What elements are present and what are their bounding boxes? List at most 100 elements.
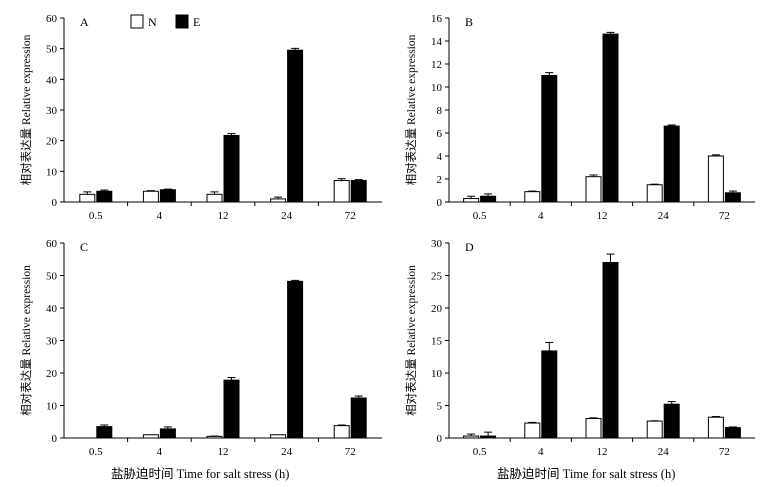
legend-swatch-n xyxy=(130,14,144,29)
bar-e xyxy=(96,426,113,439)
x-tick-label: 4 xyxy=(538,210,544,222)
y-axis-title: 相对表达量 Relative expression xyxy=(404,34,418,185)
bar-n xyxy=(646,184,663,203)
y-tick-label: 4 xyxy=(437,151,443,163)
bar-e xyxy=(480,195,497,203)
bar-e xyxy=(96,190,113,203)
x-tick-label: 0.5 xyxy=(89,210,103,222)
bar-e xyxy=(350,397,367,439)
bar-e xyxy=(541,75,558,203)
y-tick-label: 8 xyxy=(437,105,443,117)
bar-e xyxy=(350,180,367,203)
x-tick-label: 12 xyxy=(597,446,608,458)
x-tick-label: 12 xyxy=(218,210,229,222)
y-tick-label: 30 xyxy=(46,105,58,117)
y-axis-title: 相对表达量 Relative expression xyxy=(19,265,33,416)
y-tick-label: 15 xyxy=(431,336,443,348)
bar-e xyxy=(480,435,497,439)
x-tick-label: 72 xyxy=(719,446,730,458)
bar-n xyxy=(270,434,287,439)
legend-label-e: E xyxy=(193,15,200,29)
y-tick-label: 50 xyxy=(46,271,58,283)
x-tick-label: 12 xyxy=(218,446,229,458)
legend-swatch-e xyxy=(175,14,189,29)
bar-n xyxy=(206,193,223,203)
y-tick-label: 20 xyxy=(431,303,443,315)
y-tick-label: 10 xyxy=(46,401,58,413)
y-tick-label: 12 xyxy=(431,59,442,71)
bar-n xyxy=(79,193,96,203)
y-tick-label: 20 xyxy=(46,368,58,380)
x-tick-label: 0.5 xyxy=(89,446,103,458)
bar-e xyxy=(287,49,304,203)
bar-e xyxy=(724,427,741,439)
x-tick-label: 24 xyxy=(281,446,293,458)
x-tick-label: 4 xyxy=(538,446,544,458)
x-tick-label: 72 xyxy=(345,210,356,222)
bar-n xyxy=(463,198,480,203)
y-tick-label: 2 xyxy=(437,174,443,186)
y-tick-label: 0 xyxy=(437,197,443,209)
bar-n xyxy=(707,416,724,439)
bar-e xyxy=(159,428,176,439)
bar-e xyxy=(602,33,619,203)
bar-e xyxy=(159,189,176,203)
x-tick-label: 4 xyxy=(157,446,163,458)
x-tick-label: 24 xyxy=(658,446,670,458)
y-tick-label: 16 xyxy=(431,13,443,25)
y-tick-label: 40 xyxy=(46,303,58,315)
legend-label-n: N xyxy=(148,15,157,29)
bar-e xyxy=(287,280,304,439)
bar-e xyxy=(602,262,619,439)
bar-n xyxy=(585,176,602,203)
bar-n xyxy=(142,190,159,203)
y-axis-title: 相对表达量 Relative expression xyxy=(19,34,33,185)
panel-letter: A xyxy=(80,15,89,29)
bar-n xyxy=(707,155,724,203)
panel-letter: D xyxy=(465,240,474,254)
y-tick-label: 0 xyxy=(52,197,58,209)
bar-e xyxy=(724,192,741,203)
bar-n xyxy=(333,180,350,203)
bar-n xyxy=(463,435,480,439)
panel-letter: C xyxy=(80,240,88,254)
y-tick-label: 60 xyxy=(46,13,58,25)
x-axis-title: 盐胁迫时间 Time for salt stress (h) xyxy=(111,466,289,481)
x-tick-label: 4 xyxy=(157,210,163,222)
bar-n xyxy=(333,425,350,439)
panel-letter: B xyxy=(465,15,473,29)
bar-n xyxy=(270,198,287,203)
y-tick-label: 6 xyxy=(437,128,443,140)
bar-n xyxy=(524,191,541,203)
y-tick-label: 10 xyxy=(431,368,443,380)
y-tick-label: 10 xyxy=(431,82,443,94)
y-tick-label: 0 xyxy=(437,433,443,445)
chart-panel-c: 0 10 20 30 40 50 60 0.5 4 12 24 72 C 相对表达量 Relative e… xyxy=(19,238,382,458)
bar-e xyxy=(663,403,680,439)
y-tick-label: 20 xyxy=(46,136,58,148)
x-tick-label: 72 xyxy=(345,446,356,458)
x-tick-label: 0.5 xyxy=(473,446,487,458)
x-axis-title: 盐胁迫时间 Time for salt stress (h) xyxy=(497,466,675,481)
y-tick-label: 5 xyxy=(437,401,443,413)
bar-n xyxy=(585,418,602,439)
bar-e xyxy=(223,379,240,439)
y-tick-label: 25 xyxy=(431,271,443,283)
y-tick-label: 50 xyxy=(46,44,58,56)
chart-panel-d: 0 5 10 15 20 25 30 0.5 4 12 24 72 D 相对表达量 Relative ex… xyxy=(404,238,755,458)
bar-n xyxy=(524,422,541,439)
chart-panel-a: 0 10 20 30 40 50 60 0.5 4 12 24 72 A 相对表达量 Relative e… xyxy=(19,13,382,222)
y-tick-label: 30 xyxy=(431,238,443,250)
y-tick-label: 0 xyxy=(52,433,58,445)
bar-n xyxy=(646,420,663,439)
bar-e xyxy=(663,125,680,203)
x-tick-label: 0.5 xyxy=(473,210,487,222)
bar-e xyxy=(541,350,558,439)
y-axis-title: 相对表达量 Relative expression xyxy=(404,265,418,416)
x-tick-label: 24 xyxy=(658,210,670,222)
bar-e xyxy=(223,134,240,203)
x-tick-label: 12 xyxy=(597,210,608,222)
bar-n xyxy=(142,434,159,439)
